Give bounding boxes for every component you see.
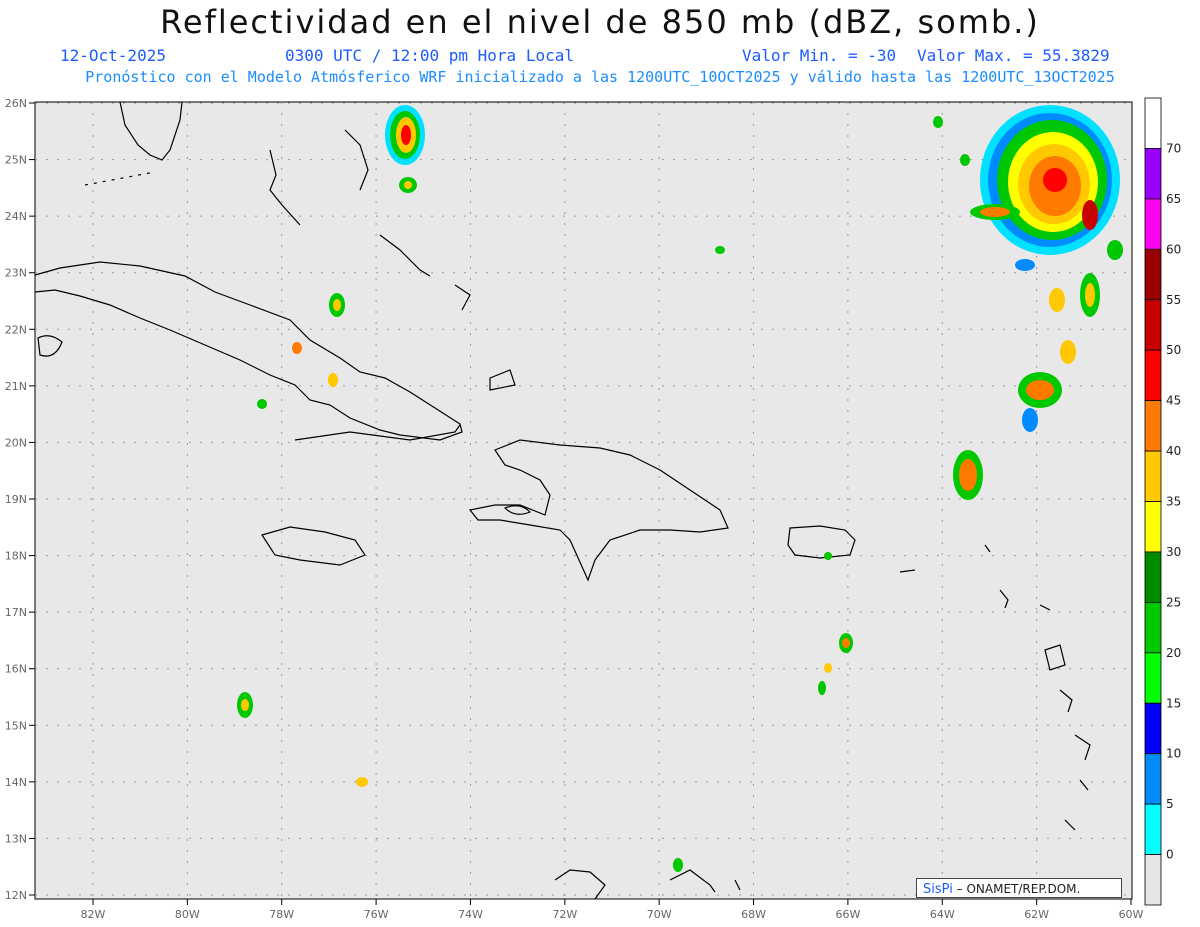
- colorbar-label: 50: [1166, 343, 1181, 357]
- lon-label: 74W: [458, 908, 483, 921]
- valid-time: 0300 UTC / 12:00 pm Hora Local: [285, 46, 574, 65]
- lon-label: 60W: [1119, 908, 1144, 921]
- colorbar-label: 0: [1166, 848, 1174, 862]
- lat-label: 13N: [5, 832, 27, 845]
- lat-label: 15N: [5, 719, 27, 732]
- lon-label: 76W: [364, 908, 389, 921]
- map-title: Reflectividad en el nivel de 850 mb (dBZ…: [160, 3, 1040, 41]
- lat-label: 25N: [5, 154, 27, 167]
- colorbar-label: 55: [1166, 293, 1181, 307]
- colorbar-swatch: [1144, 702, 1162, 755]
- colorbar-label: 45: [1166, 394, 1181, 408]
- colorbar-swatch: [1144, 551, 1162, 603]
- lon-label: 66W: [835, 908, 860, 921]
- lat-label: 23N: [5, 267, 27, 280]
- max-value: Valor Max. = 55.3829: [917, 46, 1110, 65]
- colorbar-label: 60: [1166, 242, 1181, 256]
- colorbar-swatch: [1144, 803, 1162, 855]
- latitude-axis: 26N 25N 24N 23N 22N 21N 20N 19N 18N 17N 16N 15N 14N 1…: [5, 97, 35, 902]
- colorbar-swatch: [1144, 854, 1162, 906]
- colorbar-label: 15: [1166, 696, 1181, 710]
- lon-label: 78W: [269, 908, 294, 921]
- echo-cluster-ne: [933, 105, 1123, 500]
- colorbar-swatch: [1144, 349, 1162, 402]
- lat-label: 16N: [5, 663, 27, 676]
- lat-label: 26N: [5, 97, 27, 110]
- colorbar-swatch: [1144, 148, 1162, 200]
- colorbar-swatch: [1144, 652, 1162, 704]
- lat-label: 20N: [5, 436, 27, 449]
- echo-cluster-south: [237, 246, 853, 872]
- colorbar-swatch: [1144, 97, 1162, 149]
- valid-date: 12-Oct-2025: [60, 46, 166, 65]
- colorbar-label: 70: [1166, 141, 1181, 155]
- credit-box: SisPi – ONAMET/REP.DOM.: [916, 878, 1122, 898]
- colorbar-swatch: [1144, 601, 1162, 654]
- lon-label: 82W: [81, 908, 106, 921]
- colorbar-swatch: [1144, 501, 1162, 553]
- lat-label: 14N: [5, 776, 27, 789]
- colorbar-label: 5: [1166, 797, 1174, 811]
- lat-label: 19N: [5, 493, 27, 506]
- min-value: Valor Min. = -30: [742, 46, 897, 65]
- lat-label: 22N: [5, 323, 27, 336]
- lon-label: 68W: [741, 908, 766, 921]
- colorbar-swatch: [1144, 450, 1162, 502]
- colorbar-label: 10: [1166, 747, 1181, 761]
- lat-label: 24N: [5, 210, 27, 223]
- lat-label: 21N: [5, 380, 27, 393]
- colorbar-label: 40: [1166, 444, 1181, 458]
- longitude-axis: 82W 80W 78W 76W 74W 72W 70W 68W 66W 64W 62W 60W: [81, 899, 1144, 921]
- lon-label: 80W: [175, 908, 200, 921]
- colorbar-swatch: [1144, 753, 1162, 805]
- credit-brand: SisPi: [923, 882, 953, 897]
- colorbar-swatch: [1144, 198, 1162, 250]
- colorbar-swatch: [1144, 400, 1162, 452]
- lat-label: 17N: [5, 606, 27, 619]
- lat-label: 18N: [5, 550, 27, 563]
- echo-cluster-north: [257, 105, 425, 409]
- colorbar-label: 65: [1166, 192, 1181, 206]
- colorbar-swatch: [1144, 248, 1162, 301]
- lon-label: 62W: [1024, 908, 1049, 921]
- lon-label: 70W: [647, 908, 672, 921]
- colorbar-label: 30: [1166, 545, 1181, 559]
- map-frame: [34, 101, 1133, 900]
- colorbar-label: 20: [1166, 646, 1181, 660]
- reflectivity-echoes: [237, 105, 1123, 872]
- lon-label: 64W: [930, 908, 955, 921]
- credit-text: – ONAMET/REP.DOM.: [956, 882, 1081, 896]
- colorbar-swatch: [1144, 299, 1162, 351]
- lat-label: 12N: [5, 889, 27, 902]
- lon-label: 72W: [552, 908, 577, 921]
- colorbar-label: 25: [1166, 595, 1181, 609]
- colorbar-label: 35: [1166, 495, 1181, 509]
- model-subtitle: Pronóstico con el Modelo Atmósferico WRF…: [85, 68, 1115, 86]
- coastlines: [34, 101, 1091, 900]
